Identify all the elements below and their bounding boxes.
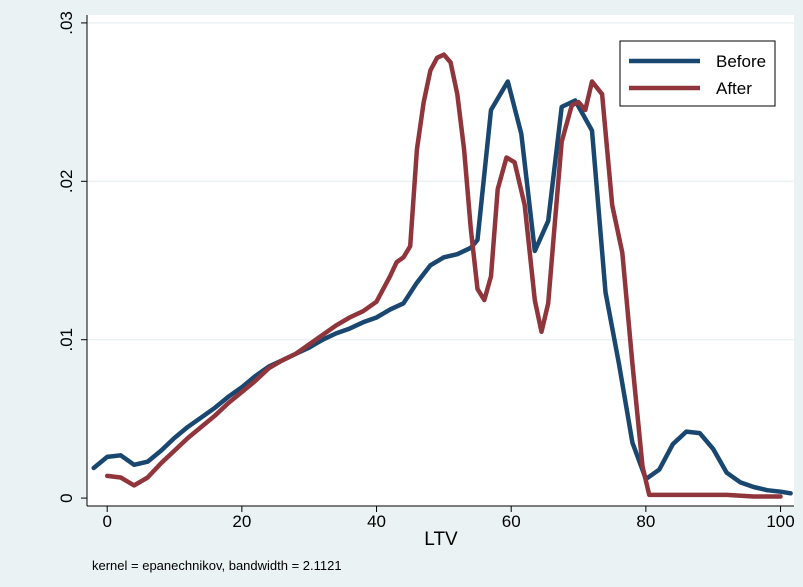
legend-box <box>619 40 776 107</box>
x-tick-label: 60 <box>502 512 521 531</box>
legend-label-after: After <box>716 79 752 98</box>
series-line-before <box>91 79 793 496</box>
kernel-note: kernel = epanechnikov, bandwidth = 2.112… <box>92 558 342 573</box>
series-line-after <box>104 52 783 499</box>
x-tick-label: 20 <box>232 512 251 531</box>
grid-lines <box>87 22 794 341</box>
y-tick-label: .01 <box>57 328 76 352</box>
legend-label-before: Before <box>716 52 766 71</box>
y-tick-label: .03 <box>57 11 76 35</box>
x-tick-label: 100 <box>766 512 794 531</box>
x-axis-ticks: 0 20 40 60 80 100 <box>102 506 795 531</box>
x-tick-label: 0 <box>102 512 111 531</box>
x-tick-label: 40 <box>367 512 386 531</box>
legend: Before After <box>619 40 776 107</box>
y-tick-label: .02 <box>57 169 76 193</box>
y-axis-ticks: 0 .01 .02 .03 <box>57 11 87 503</box>
x-axis-title: LTV <box>424 529 458 550</box>
series-layer <box>91 52 793 499</box>
y-tick-label: 0 <box>57 493 76 502</box>
x-tick-label: 80 <box>636 512 655 531</box>
